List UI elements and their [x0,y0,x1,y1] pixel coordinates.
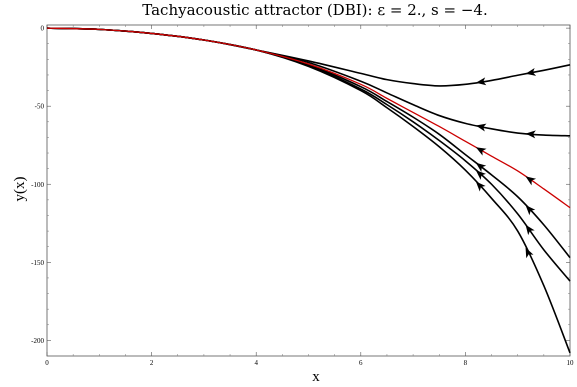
flow-arrow-icon [475,162,487,173]
x-axis-ticks: 0 2 4 6 8 10 [45,25,574,367]
y-axis-label: y(x) [12,177,28,202]
y-tick-label: -50 [35,103,45,111]
series-layer [46,27,571,354]
plot-frame [46,24,571,357]
x-tick-label: 6 [359,359,363,367]
flow-arrow-icon [525,67,537,76]
trajectory-line [46,27,571,137]
y-tick-label: -200 [31,337,44,345]
attractor-line [46,27,571,209]
flow-arrow-icon [475,170,486,180]
flow-arrow-icon [525,224,535,236]
y-tick-label: -100 [31,181,44,189]
x-axis-label: x [312,369,320,385]
flow-arrow-icon [475,147,487,156]
x-tick-label: 0 [45,359,49,367]
x-tick-label: 8 [464,359,468,367]
arrow-layer [475,67,537,259]
flow-arrow-icon [525,130,536,139]
y-axis-ticks: 0 -50 -100 -150 -200 [31,25,570,357]
x-tick-label: 4 [254,359,258,367]
flow-arrow-icon [475,77,487,86]
flow-arrow-icon [525,247,534,259]
flow-arrow-icon [525,205,536,216]
flow-arrow-icon [525,176,537,186]
chart-title: Tachyacoustic attractor (DBI): ε = 2., s… [142,1,487,19]
y-tick-label: -150 [31,259,44,267]
x-tick-label: 2 [150,359,154,367]
trajectory-line [46,27,571,87]
flow-arrow-icon [475,181,486,192]
flow-arrow-icon [475,123,487,132]
x-tick-label: 10 [567,359,575,367]
trajectory-line [46,27,571,354]
y-tick-label: 0 [41,25,45,33]
